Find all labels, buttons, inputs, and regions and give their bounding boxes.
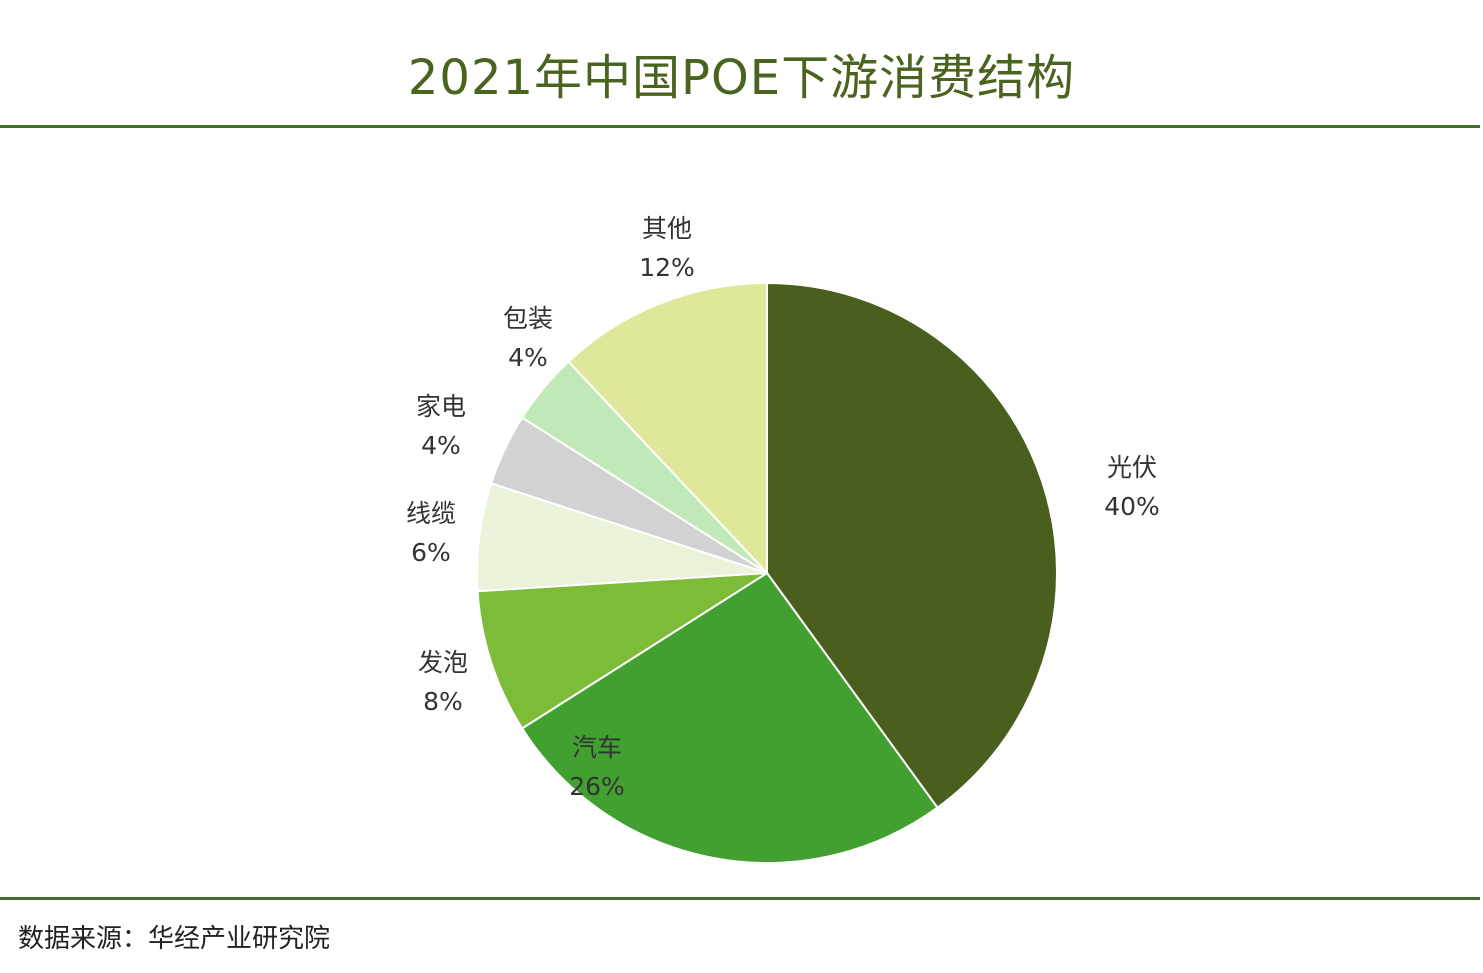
slice-name-label: 其他 — [642, 214, 692, 243]
chart-title: 2021年中国POE下游消费结构 — [407, 50, 1076, 106]
pie-slice-2 — [520, 571, 939, 864]
pie-slices — [476, 281, 1058, 864]
slice-name-label: 汽车 — [572, 733, 622, 762]
slice-name-label: 光伏 — [1107, 453, 1157, 482]
slice-percent-label: 4% — [508, 343, 548, 372]
slice-percent-label: 40% — [1104, 492, 1160, 521]
slice-name-label: 线缆 — [406, 499, 456, 528]
slice-name-label: 包装 — [503, 304, 553, 333]
slice-percent-label: 4% — [421, 431, 461, 460]
pie-labels: 光伏 40% 汽车 26% 发泡 8% 线缆 6% 家电 4% 包装 4% 其他 12% — [406, 214, 1160, 801]
bottom-divider — [0, 897, 1480, 900]
pie-slice-1 — [766, 281, 1058, 810]
slice-percent-label: 12% — [639, 253, 695, 282]
slice-name-label: 发泡 — [418, 648, 468, 677]
top-divider — [0, 125, 1480, 128]
slice-name-label: 家电 — [416, 392, 466, 421]
pie-slice-3 — [476, 572, 768, 730]
source-note: 数据来源：华经产业研究院 — [18, 924, 331, 954]
slice-percent-label: 8% — [423, 687, 463, 716]
slice-percent-label: 6% — [411, 538, 451, 567]
slice-percent-label: 26% — [569, 772, 625, 801]
pie-slice-7 — [567, 281, 768, 576]
